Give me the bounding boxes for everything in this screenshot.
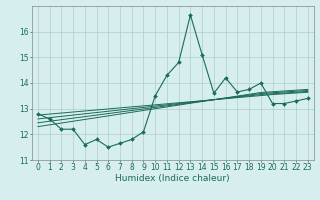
X-axis label: Humidex (Indice chaleur): Humidex (Indice chaleur)	[116, 174, 230, 183]
